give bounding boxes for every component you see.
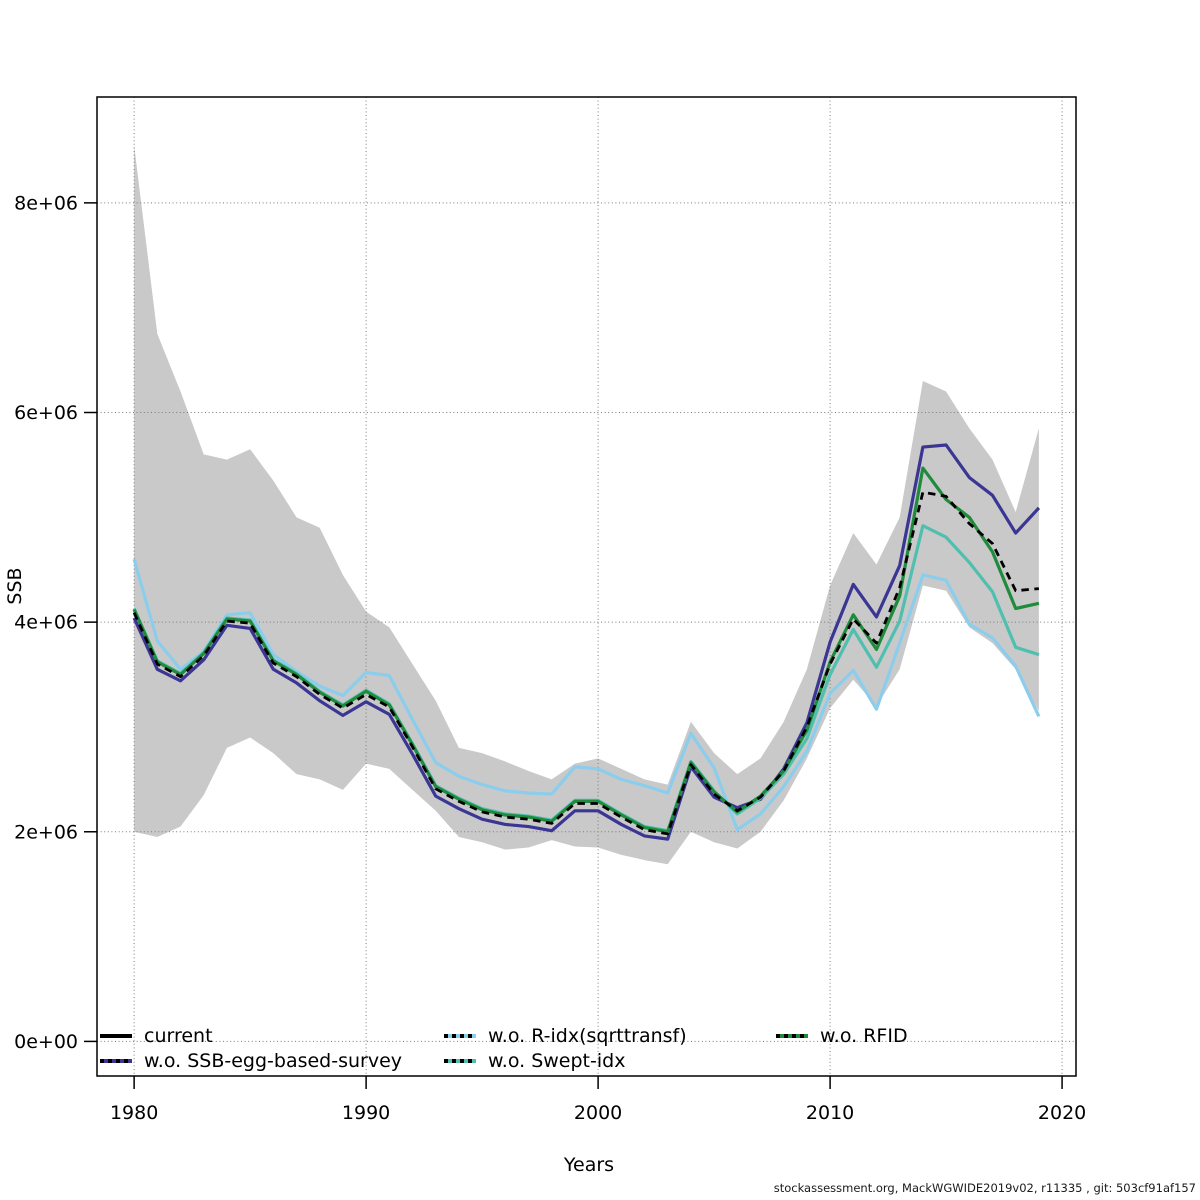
y-tick-label: 2e+06 — [14, 821, 78, 843]
y-tick-label: 6e+06 — [14, 402, 78, 424]
x-tick-label: 2010 — [806, 1102, 854, 1124]
plot-frame — [96, 96, 1077, 1077]
plot-source-caption: stockassessment.org, MackWGWIDE2019v02, … — [773, 1181, 1196, 1195]
x-tick-label: 1990 — [342, 1102, 390, 1124]
series-lines-layer — [132, 443, 1041, 841]
series-line-w-o-rfid — [132, 466, 1040, 834]
y-axis-title: SSB — [4, 567, 26, 604]
y-tick-label: 0e+00 — [14, 1031, 78, 1053]
x-tick-label: 2000 — [574, 1102, 622, 1124]
series-line-w-o-r-idx-sqrttransf- — [132, 558, 1041, 832]
series-line-w-o-ssb-egg-based-survey — [132, 443, 1041, 841]
confidence-band-layer — [134, 145, 1039, 865]
series-line-current — [132, 490, 1040, 836]
x-axis-title: Years — [563, 1154, 614, 1176]
x-tick-label: 1980 — [110, 1102, 158, 1124]
confidence-band — [134, 145, 1039, 865]
x-tick-label: 2020 — [1038, 1102, 1086, 1124]
axis-ticks-layer: 1980 1990 2000 2010 2020 0e+00 2e+06 4e+06 6e+06… — [14, 192, 1086, 1124]
y-tick-label: 8e+06 — [14, 192, 78, 214]
y-tick-label: 4e+06 — [14, 612, 78, 634]
